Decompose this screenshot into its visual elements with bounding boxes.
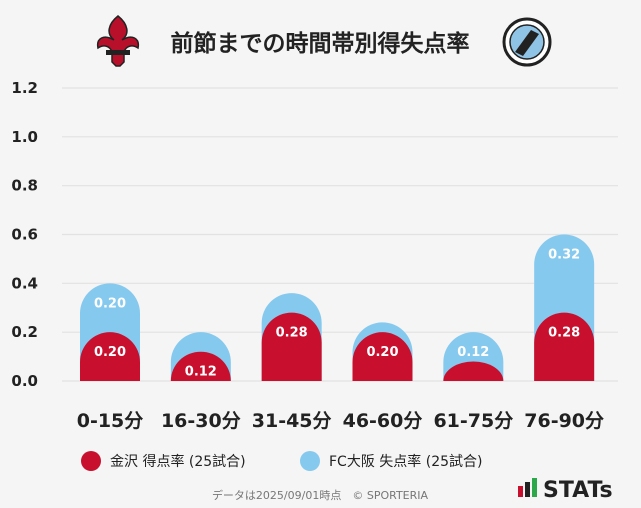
- legend-swatch-kanazawa: [81, 451, 101, 471]
- y-tick-label: 0.2: [11, 323, 38, 341]
- bar-kanazawa: [170, 351, 231, 381]
- right-logo: [502, 17, 552, 67]
- stats-bar-green: [532, 478, 537, 497]
- y-axis-ticks: 0.0 0.2 0.4 0.6 0.8 1.0 1.2: [11, 79, 38, 390]
- data-label-kanazawa: 0.20: [366, 345, 398, 360]
- x-category-label: 31-45分: [252, 410, 332, 432]
- x-category-label: 46-60分: [343, 410, 423, 432]
- data-label-osaka: 0.12: [457, 345, 489, 360]
- crest-band: [106, 50, 130, 55]
- stats-bar-black: [525, 482, 530, 497]
- fleur-de-lis-crest-icon: [96, 15, 140, 67]
- bar-kanazawa: [80, 332, 140, 381]
- x-category-label: 0-15分: [77, 410, 144, 432]
- stats-logo-text: STATs: [543, 478, 613, 503]
- x-axis-categories: 0-15分 16-30分 31-45分 46-60分 61-75分 76-90分: [77, 410, 604, 432]
- chart-title: 前節までの時間帯別得失点率: [171, 30, 470, 57]
- legend-label-osaka: FC大阪 失点率 (25試合): [329, 453, 482, 470]
- y-tick-label: 0.8: [11, 177, 38, 195]
- y-tick-label: 1.0: [11, 128, 38, 146]
- bars: [80, 234, 595, 381]
- bar-kanazawa: [443, 361, 504, 381]
- emblem-mark: [515, 30, 539, 56]
- bar-kanazawa: [352, 332, 413, 381]
- legend-label-kanazawa: 金沢 得点率 (25試合): [110, 453, 246, 470]
- x-category-label: 16-30分: [161, 410, 241, 432]
- data-label-kanazawa: 0.20: [94, 345, 126, 360]
- stats-bar-red: [518, 486, 523, 497]
- y-tick-label: 0.4: [11, 274, 38, 292]
- data-label-osaka: 0.20: [94, 296, 126, 311]
- y-tick-label: 1.2: [11, 79, 38, 97]
- data-label-kanazawa: 0.28: [548, 326, 580, 341]
- grid-lines: [62, 87, 618, 382]
- y-tick-label: 0.6: [11, 226, 38, 244]
- data-label-osaka: 0.32: [548, 248, 580, 263]
- footer-note: データは2025/09/01時点 © SPORTERIA: [212, 488, 429, 502]
- y-tick-label: 0.0: [11, 372, 38, 390]
- bar-kanazawa: [261, 312, 322, 381]
- legend-swatch-osaka: [300, 451, 320, 471]
- bar-kanazawa: [534, 312, 595, 381]
- left-logo: [96, 15, 140, 67]
- stats-brand: STATs: [518, 478, 613, 503]
- legend: 金沢 得点率 (25試合) FC大阪 失点率 (25試合): [81, 451, 482, 471]
- data-label-kanazawa: 0.12: [185, 365, 217, 380]
- x-category-label: 61-75分: [433, 410, 513, 432]
- x-category-label: 76-90分: [524, 410, 604, 432]
- data-labels: 0.20 0.20 0.12 0.28 0.20 0.12 0.28 0.32: [94, 248, 580, 380]
- data-label-kanazawa: 0.28: [276, 326, 308, 341]
